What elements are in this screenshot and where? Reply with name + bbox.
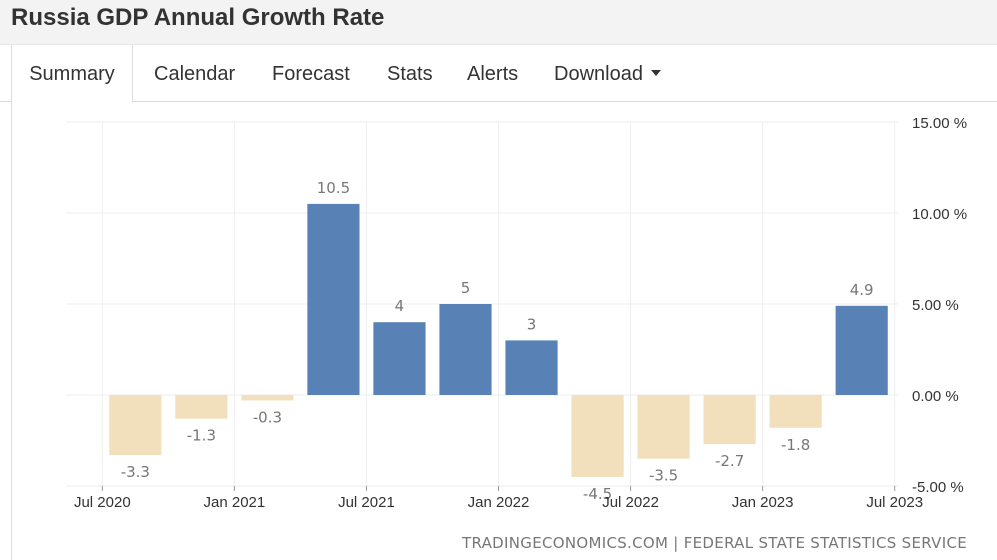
page-title: Russia GDP Annual Growth Rate xyxy=(11,4,385,31)
bar xyxy=(307,203,360,395)
bar xyxy=(637,395,690,459)
bar-layer xyxy=(109,203,888,477)
tab-forecast[interactable]: Forecast xyxy=(272,63,350,85)
data-label: 4 xyxy=(395,297,405,315)
x-tick-label: Jan 2023 xyxy=(732,494,794,511)
bar xyxy=(109,395,162,456)
x-tick-label: Jan 2021 xyxy=(204,494,266,511)
data-label: -3.3 xyxy=(121,463,150,481)
data-label: -1.8 xyxy=(781,436,810,454)
y-axis: 15.00 % 10.00 % 5.00 % 0.00 % -5.00 % xyxy=(912,115,967,496)
label-layer: -3.3 -1.3 -0.3 10.5 4 5 3 -4.5 -3.5 -2.7 -1.8 4.9 xyxy=(121,179,874,503)
content-left-border xyxy=(11,102,12,560)
y-tick-label: 15.00 % xyxy=(912,115,967,132)
tab-download-label: Download xyxy=(554,63,643,85)
tab-alerts[interactable]: Alerts xyxy=(467,63,519,85)
x-axis: Jul 2020 Jan 2021 Jul 2021 Jan 2022 Jul 2022… xyxy=(74,494,923,511)
y-tick-label: 10.00 % xyxy=(912,206,967,223)
tab-download[interactable]: Download xyxy=(554,45,661,102)
caret-down-icon xyxy=(650,69,661,76)
tab-bar: Summary Calendar Forecast Stats Alerts D… xyxy=(0,44,997,103)
bar xyxy=(835,305,888,395)
page-header: Russia GDP Annual Growth Rate xyxy=(0,0,997,44)
source-credit: TRADINGECONOMICS.COM | FEDERAL STATE STA… xyxy=(462,534,967,552)
x-tick-label: Jul 2022 xyxy=(602,494,659,511)
data-label: -1.3 xyxy=(187,427,216,445)
bar xyxy=(439,304,492,395)
data-label: -2.7 xyxy=(715,452,744,470)
x-tick-label: Jul 2021 xyxy=(338,494,395,511)
x-tick-label: Jul 2020 xyxy=(74,494,131,511)
data-label: 4.9 xyxy=(850,281,874,299)
tab-calendar[interactable]: Calendar xyxy=(154,63,236,85)
bar xyxy=(175,395,228,419)
data-label: 5 xyxy=(461,279,471,297)
data-label: 10.5 xyxy=(317,179,350,197)
bar xyxy=(373,322,426,395)
data-label: -3.5 xyxy=(649,467,678,485)
x-tick-label: Jan 2022 xyxy=(468,494,530,511)
x-tick-label: Jul 2023 xyxy=(866,494,923,511)
bar xyxy=(703,395,756,445)
tab-summary[interactable]: Summary xyxy=(11,45,133,103)
tab-stats[interactable]: Stats xyxy=(387,63,433,85)
y-tick-label: 5.00 % xyxy=(912,297,959,314)
data-label: -0.3 xyxy=(253,408,282,426)
data-label: 3 xyxy=(527,315,537,333)
data-label: -4.5 xyxy=(583,485,612,503)
y-tick-label: 0.00 % xyxy=(912,388,959,405)
bar xyxy=(769,395,822,428)
bar xyxy=(571,395,624,477)
bar xyxy=(241,395,294,401)
y-tick-label: -5.00 % xyxy=(912,479,964,496)
bar xyxy=(505,340,558,395)
